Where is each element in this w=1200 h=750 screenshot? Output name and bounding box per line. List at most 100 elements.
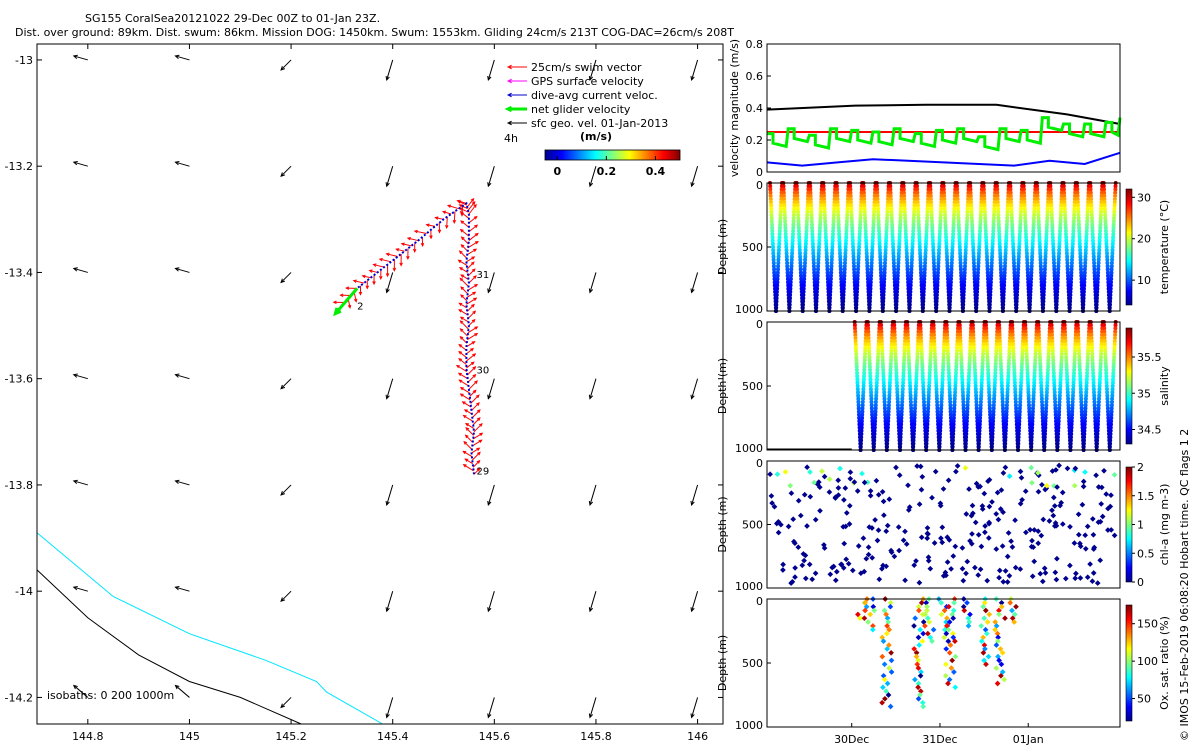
profile-sample-point: [1111, 358, 1116, 363]
profile-sample-point: [935, 406, 940, 411]
profile-sample-point: [832, 197, 837, 201]
profile-sample-point: [905, 326, 910, 331]
swim-vector-arrow: [463, 441, 473, 450]
profile-sample-point: [935, 286, 940, 291]
profile-sample-point: [1007, 355, 1012, 360]
chlorophyll-sample-point: [1035, 528, 1042, 535]
profile-sample-point: [1046, 364, 1051, 369]
profile-sample-point: [1050, 229, 1055, 233]
profile-sample-point: [999, 380, 1004, 385]
profile-sample-point: [1023, 332, 1028, 337]
swim-vector-arrow-head: [470, 347, 475, 352]
profile-sample-point: [867, 352, 872, 356]
oxygen-sample-point: [965, 615, 972, 622]
profile-sample-point: [1052, 377, 1057, 382]
oxygen-sample-point: [944, 615, 950, 622]
profile-sample-point: [932, 336, 937, 340]
profile-sample-point: [1016, 264, 1021, 269]
profile-sample-point: [804, 225, 809, 230]
profile-sample-point: [887, 387, 892, 392]
profile-sample-point: [1001, 416, 1006, 420]
profile-sample-point: [889, 345, 894, 350]
profile-sample-point: [994, 355, 998, 360]
geo-velocity-arrow-head: [280, 703, 286, 709]
profile-sample-point: [1066, 403, 1071, 408]
profile-sample-point: [892, 336, 897, 340]
profile-sample-point: [1110, 380, 1115, 385]
swim-vector-arrow-head: [464, 458, 469, 462]
profile-sample-point: [943, 213, 947, 217]
profile-sample-point: [879, 326, 884, 331]
profile-sample-point: [1085, 222, 1089, 227]
profile-sample-point: [964, 422, 969, 427]
profile-sample-point: [778, 213, 783, 217]
profile-sample-point: [938, 428, 943, 433]
profile-sample-point: [968, 342, 973, 347]
chlorophyll-sample-point: [1053, 467, 1059, 473]
chlorophyll-sample-point: [984, 577, 991, 584]
profile-sample-point: [1070, 406, 1075, 411]
profile-sample-point: [965, 409, 970, 414]
profile-sample-point: [1030, 412, 1035, 417]
profile-sample-point: [926, 197, 931, 201]
chlorophyll-sample-point: [1105, 527, 1111, 533]
profile-sample-point: [1032, 384, 1037, 388]
profile-sample-point: [1039, 390, 1044, 395]
profile-sample-point: [1018, 209, 1023, 214]
profile-sample-point: [932, 277, 937, 281]
profile-sample-point: [1090, 358, 1095, 363]
profile-sample-point: [848, 184, 853, 189]
profile-sample-point: [876, 339, 881, 344]
profile-sample-point: [968, 190, 973, 195]
profile-sample-point: [926, 406, 931, 411]
profile-sample-point: [864, 248, 869, 253]
profile-sample-point: [1056, 257, 1061, 262]
profile-sample-point: [998, 352, 1003, 356]
chlorophyll-sample-point: [881, 512, 887, 519]
profile-sample-point: [972, 364, 977, 369]
profile-sample-point: [964, 238, 969, 243]
profile-sample-point: [920, 368, 925, 372]
profile-sample-point: [1065, 264, 1070, 269]
profile-sample-point: [949, 261, 954, 265]
profile-sample-point: [1015, 273, 1020, 278]
profile-sample-point: [880, 352, 885, 356]
profile-sample-point: [937, 229, 942, 233]
profile-sample-point: [985, 348, 990, 353]
swim-vector-arrow-head: [399, 262, 403, 267]
profile-sample-point: [977, 238, 982, 243]
profile-sample-point: [880, 342, 884, 347]
profile-sample-point: [1029, 270, 1034, 275]
profile-sample-point: [1068, 289, 1073, 294]
profile-sample-point: [1013, 403, 1018, 408]
profile-sample-point: [821, 184, 826, 189]
profile-sample-point: [795, 193, 800, 198]
copyright-note: © IMOS 15-Feb-2019 06:08:20 Hobart time.…: [1178, 428, 1191, 741]
profile-sample-point: [868, 374, 873, 379]
profile-sample-point: [928, 361, 933, 366]
profile-sample-point: [805, 200, 810, 205]
chlorophyll-sample-point: [999, 543, 1006, 549]
profile-sample-point: [979, 200, 984, 205]
chlorophyll-sample-point: [978, 543, 985, 550]
chlorophyll-sample-point: [963, 570, 969, 577]
profile-sample-point: [1073, 339, 1078, 344]
profile-sample-point: [856, 390, 860, 395]
oxygen-sample-point: [943, 630, 950, 637]
profile-sample-point: [1079, 270, 1084, 275]
chlorophyll-sample-point: [1038, 532, 1045, 539]
profile-sample-point: [1094, 305, 1099, 310]
profile-sample-point: [898, 209, 903, 214]
chlorophyll-sample-point: [1103, 491, 1110, 497]
profile-sample-point: [823, 216, 827, 221]
profile-sample-point: [837, 235, 842, 240]
profile-sample-point: [1001, 289, 1006, 294]
profile-sample-point: [1079, 273, 1084, 278]
profile-sample-point: [1084, 238, 1089, 243]
depth-y-tick-label: 500: [742, 241, 763, 254]
profile-sample-point: [1019, 197, 1024, 201]
profile-sample-point: [1025, 254, 1029, 259]
profile-sample-point: [1076, 219, 1081, 224]
oxygen-sample-point: [916, 642, 923, 648]
